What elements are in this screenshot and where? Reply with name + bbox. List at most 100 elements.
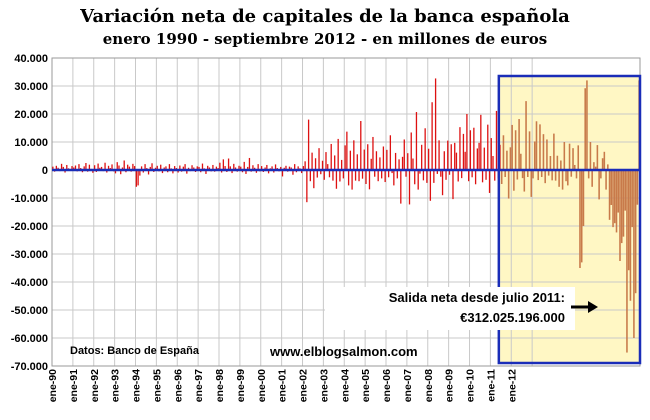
bar xyxy=(64,170,66,173)
bar xyxy=(573,164,576,170)
bar xyxy=(260,166,263,170)
bar xyxy=(297,166,299,170)
bar xyxy=(584,88,586,170)
bar xyxy=(542,134,545,170)
bar xyxy=(137,170,139,186)
bar xyxy=(582,170,585,226)
bar xyxy=(626,170,628,353)
bar xyxy=(377,170,379,182)
bar xyxy=(565,170,567,182)
bar xyxy=(523,170,526,192)
bar xyxy=(520,153,522,170)
bar xyxy=(539,124,541,170)
bar xyxy=(248,157,251,170)
bar xyxy=(361,170,364,179)
bar xyxy=(358,170,360,182)
bar xyxy=(455,152,458,170)
bar xyxy=(560,160,562,170)
callout-arrow xyxy=(571,301,598,313)
bar xyxy=(356,154,358,170)
bar xyxy=(452,170,454,200)
bar xyxy=(104,162,106,170)
bar xyxy=(332,170,334,181)
bar xyxy=(419,170,421,174)
bar xyxy=(561,170,564,190)
bar xyxy=(78,164,80,170)
bar xyxy=(603,151,606,170)
bar xyxy=(334,155,336,170)
bar xyxy=(92,170,94,173)
bar xyxy=(546,139,548,170)
bar xyxy=(127,164,129,170)
x-tick-label: ene-07 xyxy=(402,369,414,402)
bar xyxy=(467,170,470,182)
bar xyxy=(580,170,583,263)
bar xyxy=(149,166,151,170)
bar xyxy=(163,167,165,170)
bar xyxy=(421,144,423,170)
y-tick-label: -60.000 xyxy=(11,333,48,345)
bar xyxy=(533,141,536,170)
bar xyxy=(306,170,308,203)
bar xyxy=(568,143,571,170)
bar xyxy=(459,127,461,170)
bar xyxy=(429,170,432,201)
bar xyxy=(464,151,466,170)
bar xyxy=(527,170,529,177)
bar xyxy=(387,170,390,178)
bar xyxy=(165,166,167,170)
bar xyxy=(487,124,489,170)
bar xyxy=(495,110,498,170)
bar xyxy=(367,144,369,170)
bar xyxy=(114,170,117,174)
bar xyxy=(354,170,357,181)
bar xyxy=(629,170,632,301)
bar xyxy=(469,130,472,170)
bar xyxy=(457,170,459,182)
bar xyxy=(198,166,200,170)
bar xyxy=(556,155,559,170)
x-tick-label: ene-10 xyxy=(465,369,477,402)
bar xyxy=(554,170,557,181)
bar xyxy=(490,138,492,170)
x-tick-label: ene-08 xyxy=(423,369,435,402)
bar xyxy=(257,164,259,170)
bar xyxy=(518,119,520,170)
bar xyxy=(547,170,550,176)
bar xyxy=(620,170,623,244)
bar xyxy=(172,170,174,174)
bar xyxy=(208,167,211,170)
x-tick-label: ene-96 xyxy=(172,369,184,402)
bar xyxy=(379,157,381,170)
bar xyxy=(347,170,350,186)
bar xyxy=(365,170,367,184)
bar xyxy=(478,142,480,170)
bar xyxy=(401,156,404,170)
bar xyxy=(300,170,303,174)
x-tick-label: ene-99 xyxy=(235,369,247,402)
y-tick-label: -30.000 xyxy=(11,249,48,261)
bar xyxy=(186,170,188,174)
bar xyxy=(224,166,226,170)
bar xyxy=(481,170,484,183)
bar xyxy=(274,164,277,170)
bar xyxy=(415,112,418,170)
bar xyxy=(511,124,513,170)
bar xyxy=(436,170,438,174)
bar xyxy=(577,145,580,170)
bar xyxy=(173,166,176,170)
bar xyxy=(613,170,616,224)
bar xyxy=(513,170,515,191)
bar xyxy=(374,170,376,177)
bar xyxy=(480,114,482,170)
chart-subtitle: enero 1990 - septiembre 2012 - en millon… xyxy=(103,30,547,48)
bar xyxy=(591,170,593,187)
bar xyxy=(323,170,325,180)
x-tick-label: ene-11 xyxy=(485,369,497,402)
bar xyxy=(344,145,346,170)
bar xyxy=(400,170,402,204)
bar xyxy=(532,170,534,179)
bar xyxy=(492,156,494,170)
bar xyxy=(612,170,614,228)
bar xyxy=(372,136,374,170)
